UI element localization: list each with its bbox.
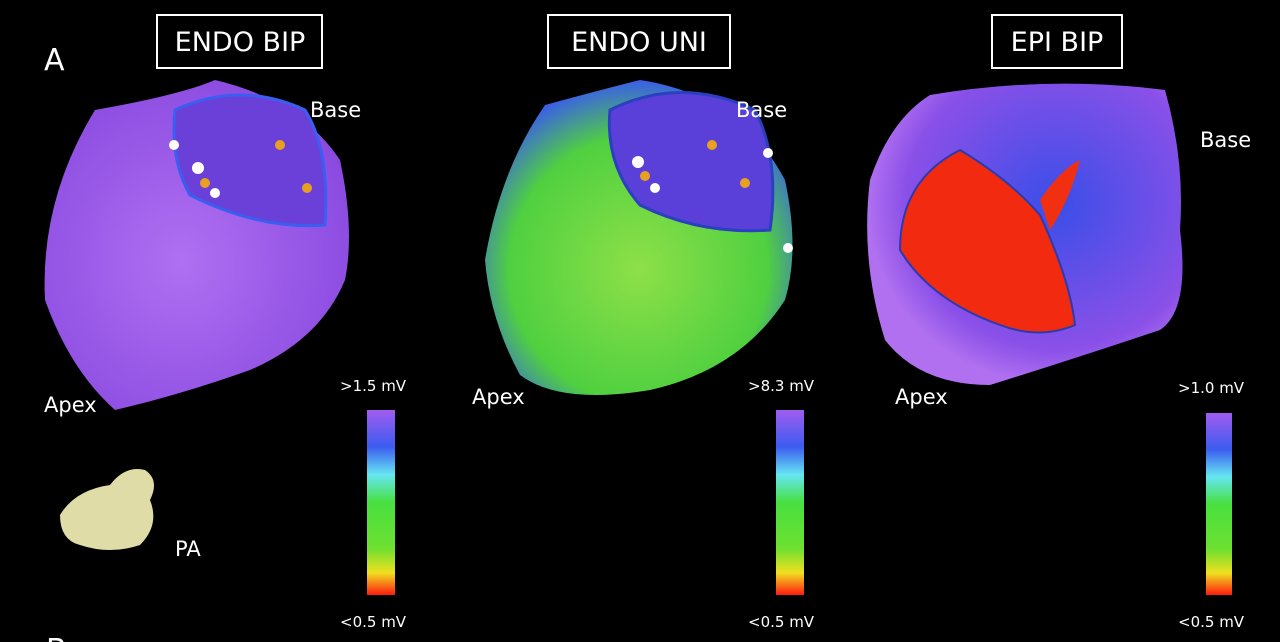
map-title: EPI BIP: [1011, 27, 1104, 58]
orientation-icon: [60, 469, 154, 550]
apex-label: Apex: [895, 385, 948, 409]
color-bar: [776, 410, 804, 595]
scale-min: <0.5 mV: [748, 613, 815, 631]
base-label: Base: [310, 98, 361, 122]
scale-max: >8.3 mV: [748, 377, 815, 395]
title-box: [991, 14, 1123, 69]
apex-label: Apex: [44, 393, 97, 417]
valve-region: [607, 91, 775, 233]
color-bar: [367, 410, 395, 595]
base-label: Base: [1200, 128, 1251, 152]
scale-min: <0.5 mV: [1178, 613, 1245, 631]
scale-max: >1.0 mV: [1178, 379, 1245, 397]
scar-region: [898, 148, 1077, 334]
scale-min: <0.5 mV: [340, 613, 407, 631]
map-title: ENDO BIP: [175, 27, 306, 58]
base-label: Base: [736, 98, 787, 122]
orientation-label: PA: [175, 537, 201, 561]
title-box: [156, 14, 323, 69]
panel-label: B: [46, 633, 67, 642]
color-bar: [1206, 413, 1232, 595]
apex-label: Apex: [472, 385, 525, 409]
scale-max: >1.5 mV: [340, 377, 407, 395]
panel-label: A: [44, 43, 65, 78]
map-title: ENDO UNI: [571, 27, 707, 58]
title-box: [547, 14, 731, 69]
